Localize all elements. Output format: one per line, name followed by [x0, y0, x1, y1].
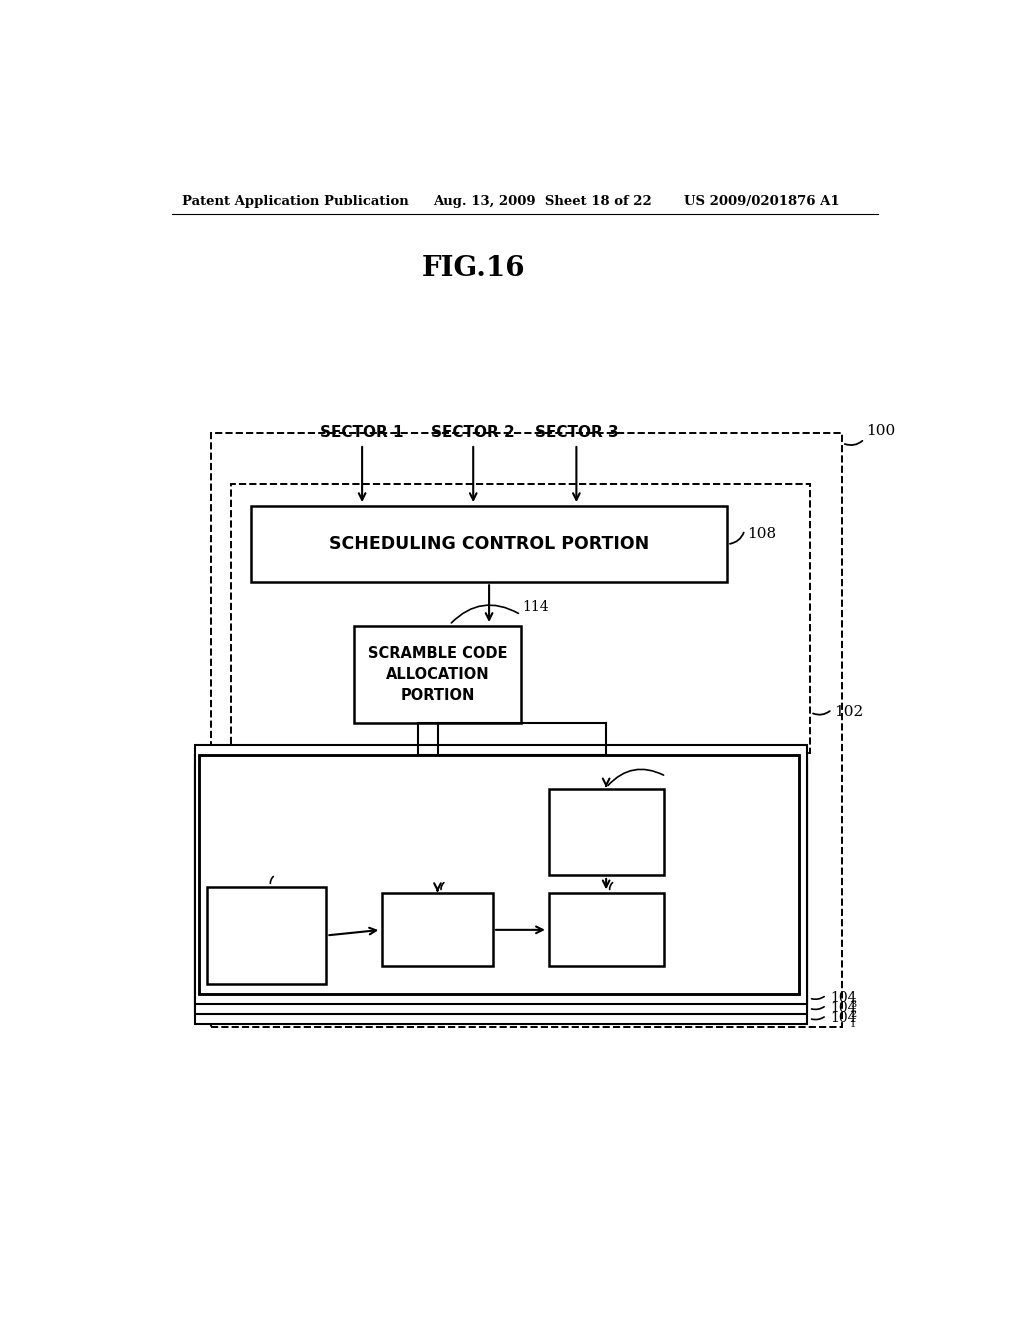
Text: 114: 114	[522, 599, 549, 614]
Bar	[354, 626, 521, 722]
Bar	[200, 755, 799, 994]
Text: 2: 2	[850, 1010, 856, 1019]
Text: PILOT SIGNAL
GENERATION
PORTION: PILOT SIGNAL GENERATION PORTION	[555, 808, 657, 855]
Text: 104: 104	[830, 991, 857, 1005]
Bar	[207, 887, 327, 983]
Text: SECTOR 3: SECTOR 3	[535, 425, 618, 440]
Text: Patent Application Publication: Patent Application Publication	[182, 194, 409, 207]
Bar	[196, 744, 807, 1005]
Bar	[231, 483, 811, 752]
Text: 108: 108	[748, 527, 776, 541]
Text: SIGNAL GENERATION
TRANSMISSION PORTION: SIGNAL GENERATION TRANSMISSION PORTION	[207, 766, 414, 801]
Bar	[549, 894, 664, 966]
Text: SECTOR 1: SECTOR 1	[321, 425, 403, 440]
Text: 102: 102	[835, 705, 863, 719]
Text: SECTOR 2: SECTOR 2	[431, 425, 515, 440]
Text: Aug. 13, 2009  Sheet 18 of 22: Aug. 13, 2009 Sheet 18 of 22	[433, 194, 652, 207]
Text: 116: 116	[278, 859, 304, 874]
Text: 104: 104	[830, 1011, 857, 1026]
Text: SCHEDULING CONTROL PORTION: SCHEDULING CONTROL PORTION	[329, 535, 649, 553]
Text: 1: 1	[850, 1020, 856, 1028]
Text: OFDM SIGNAL
GENERATION
PORTION: OFDM SIGNAL GENERATION PORTION	[215, 912, 319, 958]
Text: FIG.16: FIG.16	[422, 255, 525, 281]
Bar	[200, 755, 799, 994]
Text: TRANSMISSION
PORTION: TRANSMISSION PORTION	[549, 915, 664, 945]
Bar	[251, 506, 727, 582]
Text: 3: 3	[850, 999, 856, 1008]
Bar	[196, 755, 807, 1014]
Text: 122: 122	[668, 762, 694, 775]
Bar	[382, 894, 494, 966]
Text: US 2009/0201876 A1: US 2009/0201876 A1	[684, 194, 839, 207]
Text: 118: 118	[447, 866, 474, 880]
Text: 104: 104	[830, 1001, 857, 1015]
Text: 100: 100	[866, 424, 895, 438]
Bar	[549, 788, 664, 875]
Text: SPREADING
PORTION: SPREADING PORTION	[394, 915, 481, 945]
Text: 120: 120	[616, 866, 643, 880]
Text: SCRAMBLE CODE
ALLOCATION
PORTION: SCRAMBLE CODE ALLOCATION PORTION	[368, 645, 507, 702]
Bar	[211, 433, 842, 1027]
Bar	[196, 766, 807, 1024]
